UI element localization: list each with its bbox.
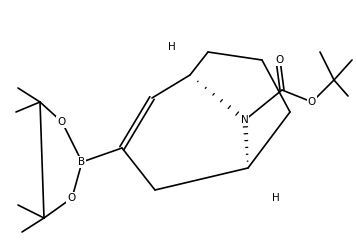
Text: H: H — [272, 193, 280, 203]
Text: O: O — [67, 193, 75, 203]
Text: N: N — [241, 115, 249, 125]
Text: O: O — [276, 55, 284, 65]
Text: H: H — [168, 42, 176, 52]
Text: O: O — [308, 97, 316, 107]
Text: B: B — [78, 157, 85, 167]
Text: O: O — [57, 117, 65, 127]
